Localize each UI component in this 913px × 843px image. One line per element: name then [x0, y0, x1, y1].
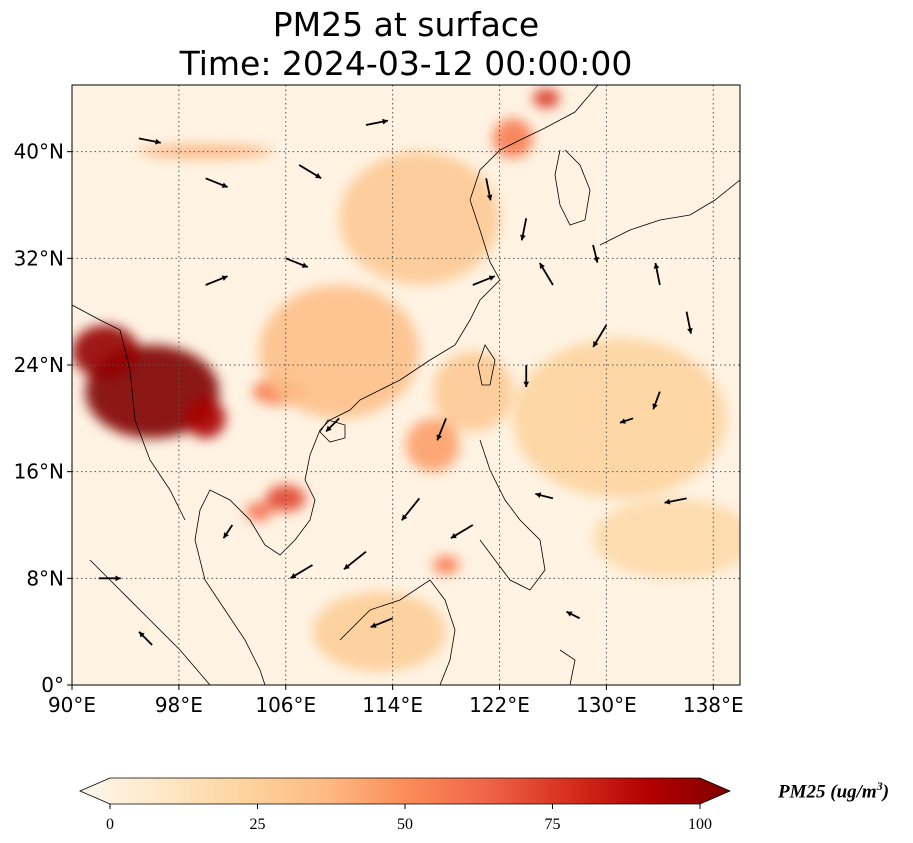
- coastline-philippines: [479, 439, 546, 591]
- pm25-blob: [138, 145, 273, 159]
- pm25-blob: [406, 418, 460, 472]
- pm25-blob: [512, 338, 727, 499]
- colorbar-ticks: 0 25 50 75 100: [106, 804, 712, 833]
- wind-arrow: [592, 244, 599, 263]
- lat-tick-label: 16°N: [14, 460, 64, 484]
- lon-tick-label: 138°E: [683, 693, 744, 717]
- colorbar-tick-label: 75: [545, 816, 561, 833]
- colorbar-tick-label: 50: [397, 816, 413, 833]
- wind-arrow: [652, 391, 661, 410]
- coastline-sumatra: [89, 559, 211, 685]
- wind-arrow: [523, 365, 530, 387]
- wind-arrow: [472, 275, 496, 286]
- lat-tick-label: 32°N: [14, 246, 64, 270]
- colorbar-label: PM25 (ug/m3): [778, 779, 890, 803]
- colorbar-tick-label: 0: [106, 816, 114, 833]
- wind-arrow: [535, 492, 554, 500]
- lat-axis: 0° 8°N 16°N 24°N 32°N 40°N: [14, 140, 72, 697]
- wind-arrow: [98, 575, 121, 582]
- pm25-blob: [492, 118, 533, 159]
- coastline-korea: [554, 149, 591, 226]
- coastlines: [72, 85, 740, 685]
- wind-arrow: [401, 497, 421, 521]
- coastline-taiwan: [477, 344, 496, 386]
- wind-arrow: [325, 417, 340, 433]
- pm25-blob: [265, 485, 306, 512]
- coastline-borneo: [339, 579, 456, 685]
- pm25-blob: [185, 398, 226, 439]
- colorbar-tick-label: 25: [250, 816, 266, 833]
- wind-arrow: [222, 524, 234, 539]
- pm25-blob: [339, 151, 500, 285]
- wind-arrow: [450, 524, 474, 539]
- lat-tick-label: 24°N: [14, 353, 64, 377]
- colorbar: 0 25 50 75 100: [78, 777, 732, 833]
- pm25-blob: [593, 498, 740, 579]
- pm25-blob: [312, 591, 447, 672]
- wind-arrow: [205, 177, 228, 188]
- lon-tick-label: 98°E: [155, 693, 203, 717]
- wind-arrow: [365, 118, 389, 126]
- colorbar-tick-label: 100: [688, 816, 712, 833]
- wind-arrow: [343, 550, 367, 570]
- pm25-blob: [532, 89, 560, 108]
- wind-arrow: [485, 178, 493, 201]
- pm25-blob: [432, 555, 460, 575]
- gridlines: [72, 85, 740, 685]
- coastline-myanmar: [72, 304, 186, 521]
- pm25-field: [72, 89, 740, 672]
- wind-arrow: [685, 311, 693, 334]
- lat-tick-label: 0°: [41, 673, 64, 697]
- map-title: PM25 at surface: [272, 5, 540, 44]
- lon-axis: 90°E 98°E 106°E 114°E 122°E 130°E 138°E: [48, 685, 744, 717]
- wind-arrow: [298, 164, 322, 179]
- wind-arrow: [520, 218, 528, 241]
- map-area: [72, 85, 740, 685]
- map-frame: [71, 84, 741, 686]
- wind-arrow: [619, 417, 634, 424]
- wind-arrow: [285, 257, 309, 268]
- coastline-japan: [599, 179, 740, 246]
- pm25-blob: [72, 325, 139, 379]
- coastline-hainan: [319, 419, 346, 443]
- pm25-blob: [259, 285, 420, 419]
- pm25-blob: [245, 502, 273, 521]
- wind-arrow: [538, 262, 554, 286]
- lon-tick-label: 106°E: [255, 693, 316, 717]
- wind-arrow: [138, 631, 153, 646]
- lon-tick-label: 122°E: [469, 693, 530, 717]
- coastline-indochina: [194, 429, 321, 685]
- colorbar-body: [78, 777, 732, 805]
- lon-tick-label: 130°E: [576, 693, 637, 717]
- wind-arrow: [664, 497, 687, 505]
- wind-arrow: [138, 137, 161, 145]
- lon-tick-label: 90°E: [48, 693, 96, 717]
- wind-arrow: [653, 262, 661, 286]
- coastline-china: [319, 85, 599, 431]
- wind-arrow: [205, 275, 228, 286]
- lat-tick-label: 40°N: [14, 140, 64, 164]
- wind-arrow: [370, 617, 393, 628]
- wind-vectors: [98, 118, 693, 646]
- wind-arrow: [436, 417, 447, 441]
- lat-tick-label: 8°N: [26, 566, 64, 590]
- wind-arrow: [290, 564, 313, 579]
- wind-arrow: [592, 324, 608, 348]
- coastline-sulawesi: [559, 649, 576, 685]
- wind-arrow: [566, 610, 581, 620]
- lon-tick-label: 114°E: [362, 693, 423, 717]
- map-subtitle: Time: 2024-03-12 00:00:00: [179, 44, 633, 83]
